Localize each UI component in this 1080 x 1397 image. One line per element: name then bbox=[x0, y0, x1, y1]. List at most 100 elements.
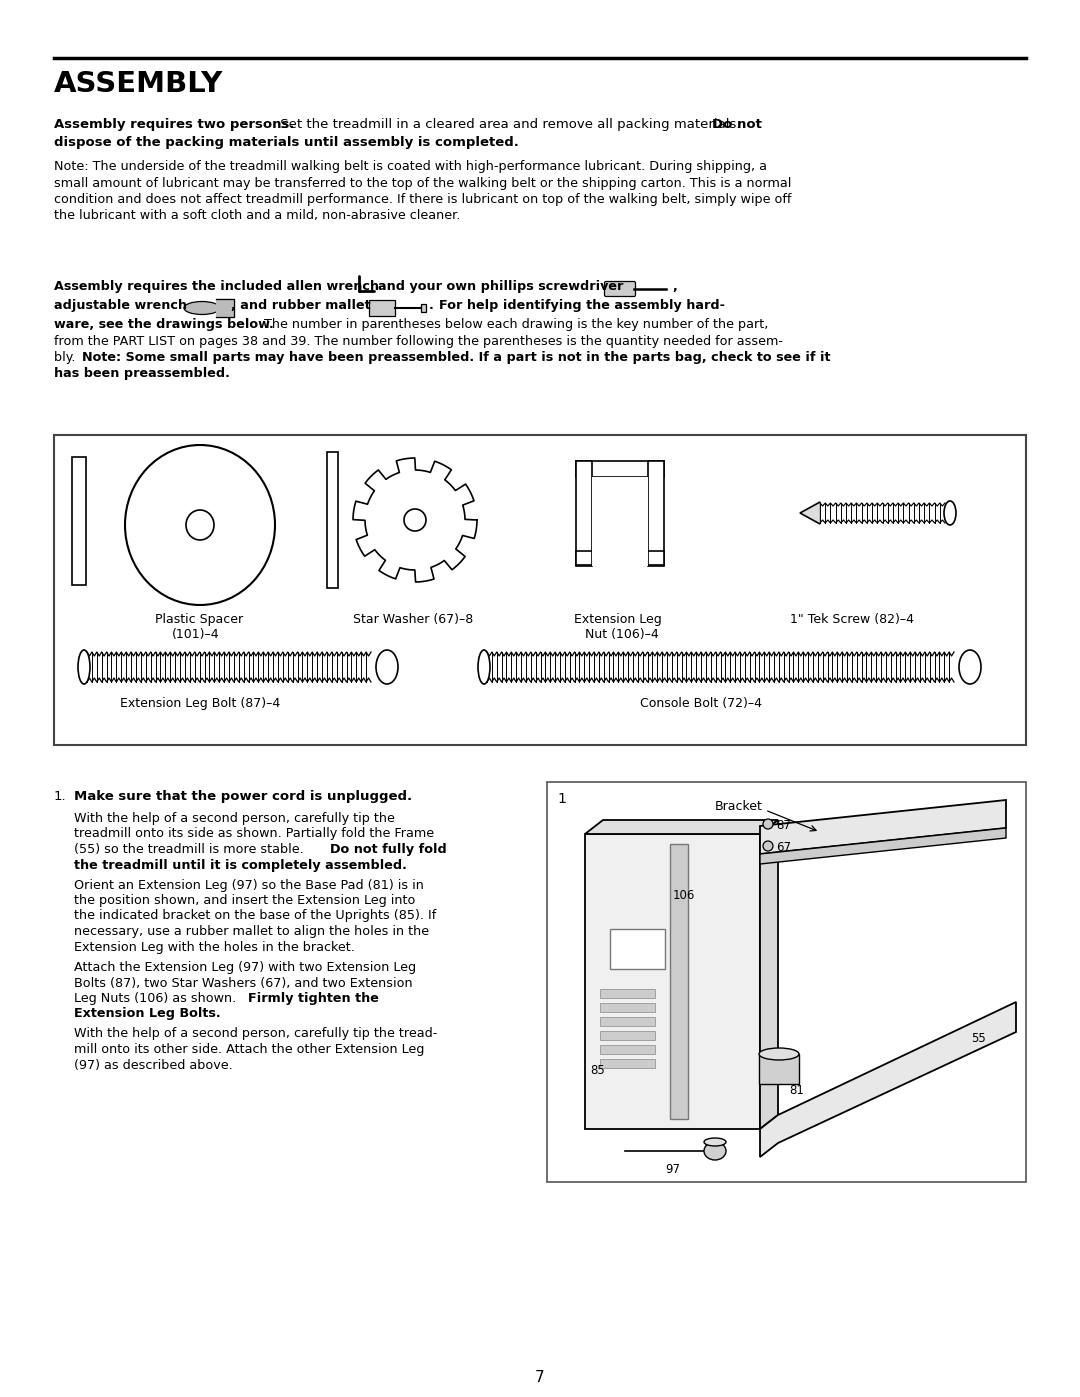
Bar bbox=[592, 476, 648, 566]
Text: 87: 87 bbox=[777, 819, 791, 833]
Text: dispose of the packing materials until assembly is completed.: dispose of the packing materials until a… bbox=[54, 136, 518, 149]
Text: has been preassembled.: has been preassembled. bbox=[54, 367, 230, 380]
Text: For help identifying the assembly hard-: For help identifying the assembly hard- bbox=[438, 299, 725, 312]
Bar bbox=[576, 550, 592, 564]
Text: condition and does not affect treadmill performance. If there is lubricant on to: condition and does not affect treadmill … bbox=[54, 193, 792, 205]
Text: the treadmill until it is completely assembled.: the treadmill until it is completely ass… bbox=[75, 859, 407, 872]
Bar bbox=[759, 1053, 799, 1084]
Text: , and rubber mallet: , and rubber mallet bbox=[231, 299, 370, 312]
Bar bbox=[600, 1031, 654, 1039]
Text: 1.: 1. bbox=[54, 789, 67, 803]
Polygon shape bbox=[760, 820, 778, 1129]
Text: Assembly requires the included allen wrench: Assembly requires the included allen wre… bbox=[54, 279, 379, 293]
Text: treadmill onto its side as shown. Partially fold the Frame: treadmill onto its side as shown. Partia… bbox=[75, 827, 434, 841]
Polygon shape bbox=[760, 1002, 1016, 1157]
Text: 85: 85 bbox=[590, 1065, 605, 1077]
Text: Extension Leg Bolts.: Extension Leg Bolts. bbox=[75, 1007, 220, 1020]
Ellipse shape bbox=[959, 650, 981, 685]
Ellipse shape bbox=[704, 1139, 726, 1146]
Ellipse shape bbox=[186, 510, 214, 541]
Bar bbox=[648, 461, 664, 566]
Text: Do not fully fold: Do not fully fold bbox=[330, 842, 447, 856]
Text: 106: 106 bbox=[673, 888, 696, 902]
Bar bbox=[327, 453, 338, 588]
Polygon shape bbox=[487, 652, 954, 682]
Ellipse shape bbox=[704, 1141, 726, 1160]
Text: Orient an Extension Leg (97) so the Base Pad (81) is in: Orient an Extension Leg (97) so the Base… bbox=[75, 879, 423, 891]
Text: Bracket: Bracket bbox=[715, 800, 762, 813]
Text: The number in parentheses below each drawing is the key number of the part,: The number in parentheses below each dra… bbox=[260, 319, 768, 331]
Bar bbox=[670, 844, 688, 1119]
Text: ASSEMBLY: ASSEMBLY bbox=[54, 70, 224, 98]
Text: 7: 7 bbox=[536, 1370, 544, 1384]
Text: With the help of a second person, carefully tip the tread-: With the help of a second person, carefu… bbox=[75, 1028, 437, 1041]
Bar bbox=[600, 1045, 654, 1053]
Text: small amount of lubricant may be transferred to the top of the walking belt or t: small amount of lubricant may be transfe… bbox=[54, 176, 792, 190]
Text: bly.: bly. bbox=[54, 351, 80, 365]
Text: Star Washer (67)–8: Star Washer (67)–8 bbox=[353, 613, 473, 626]
Ellipse shape bbox=[478, 650, 490, 685]
Ellipse shape bbox=[184, 302, 220, 314]
Text: the indicated bracket on the base of the Uprights (85). If: the indicated bracket on the base of the… bbox=[75, 909, 436, 922]
Ellipse shape bbox=[376, 650, 399, 685]
Text: Make sure that the power cord is unplugged.: Make sure that the power cord is unplugg… bbox=[75, 789, 413, 803]
Ellipse shape bbox=[125, 446, 275, 605]
Text: from the PART LIST on pages 38 and 39. The number following the parentheses is t: from the PART LIST on pages 38 and 39. T… bbox=[54, 334, 783, 348]
Text: 97: 97 bbox=[665, 1162, 680, 1176]
Text: the lubricant with a soft cloth and a mild, non-abrasive cleaner.: the lubricant with a soft cloth and a mi… bbox=[54, 210, 460, 222]
Text: Plastic Spacer: Plastic Spacer bbox=[156, 613, 243, 626]
Ellipse shape bbox=[944, 502, 956, 525]
Bar bbox=[576, 461, 664, 476]
Text: Set the treadmill in a cleared area and remove all packing materials.: Set the treadmill in a cleared area and … bbox=[276, 117, 745, 131]
Text: ware, see the drawings below.: ware, see the drawings below. bbox=[54, 319, 273, 331]
Bar bbox=[600, 989, 654, 997]
Polygon shape bbox=[760, 800, 1005, 854]
Text: With the help of a second person, carefully tip the: With the help of a second person, carefu… bbox=[75, 812, 395, 826]
Text: necessary, use a rubber mallet to align the holes in the: necessary, use a rubber mallet to align … bbox=[75, 925, 429, 937]
Text: Console Bolt (72)–4: Console Bolt (72)–4 bbox=[640, 697, 762, 710]
Text: and your own phillips screwdriver: and your own phillips screwdriver bbox=[378, 279, 623, 293]
Polygon shape bbox=[585, 834, 760, 1129]
Bar bbox=[600, 1017, 654, 1025]
Ellipse shape bbox=[404, 509, 426, 531]
Polygon shape bbox=[353, 458, 477, 583]
Bar bbox=[600, 1059, 654, 1067]
Bar bbox=[54, 434, 1026, 745]
Text: Extension Leg Bolt (87)–4: Extension Leg Bolt (87)–4 bbox=[120, 697, 280, 710]
Text: Bolts (87), two Star Washers (67), and two Extension: Bolts (87), two Star Washers (67), and t… bbox=[75, 977, 413, 989]
Text: 81: 81 bbox=[789, 1084, 804, 1097]
Text: .: . bbox=[429, 299, 438, 312]
Bar bbox=[72, 457, 86, 585]
Text: (55) so the treadmill is more stable.: (55) so the treadmill is more stable. bbox=[75, 842, 308, 856]
Bar bbox=[421, 305, 426, 312]
Bar bbox=[546, 782, 1026, 1182]
Ellipse shape bbox=[759, 1048, 799, 1060]
Text: (101)–4: (101)–4 bbox=[172, 629, 219, 641]
Text: 67: 67 bbox=[777, 841, 791, 854]
Polygon shape bbox=[585, 820, 778, 834]
Bar bbox=[576, 461, 592, 566]
Text: 1" Tek Screw (82)–4: 1" Tek Screw (82)–4 bbox=[789, 613, 914, 626]
Bar bbox=[369, 300, 395, 316]
Text: Attach the Extension Leg (97) with two Extension Leg: Attach the Extension Leg (97) with two E… bbox=[75, 961, 416, 974]
Text: mill onto its other side. Attach the other Extension Leg: mill onto its other side. Attach the oth… bbox=[75, 1044, 424, 1056]
Text: Nut (106)–4: Nut (106)–4 bbox=[585, 629, 659, 641]
Polygon shape bbox=[216, 299, 234, 317]
Text: Extension Leg: Extension Leg bbox=[573, 613, 662, 626]
Ellipse shape bbox=[762, 819, 773, 828]
Bar bbox=[610, 929, 665, 970]
Text: Extension Leg with the holes in the bracket.: Extension Leg with the holes in the brac… bbox=[75, 940, 355, 954]
Text: (97) as described above.: (97) as described above. bbox=[75, 1059, 233, 1071]
Text: ,: , bbox=[672, 279, 677, 293]
Polygon shape bbox=[820, 503, 945, 522]
Text: 55: 55 bbox=[971, 1032, 986, 1045]
Polygon shape bbox=[760, 828, 1005, 863]
Text: the position shown, and insert the Extension Leg into: the position shown, and insert the Exten… bbox=[75, 894, 416, 907]
Text: Note: The underside of the treadmill walking belt is coated with high-performanc: Note: The underside of the treadmill wal… bbox=[54, 161, 767, 173]
Polygon shape bbox=[800, 502, 820, 524]
Text: 97: 97 bbox=[784, 1065, 799, 1077]
Text: Leg Nuts (106) as shown.: Leg Nuts (106) as shown. bbox=[75, 992, 240, 1004]
Text: 1: 1 bbox=[557, 792, 566, 806]
Bar bbox=[600, 1003, 654, 1011]
Text: Assembly requires two persons.: Assembly requires two persons. bbox=[54, 117, 295, 131]
